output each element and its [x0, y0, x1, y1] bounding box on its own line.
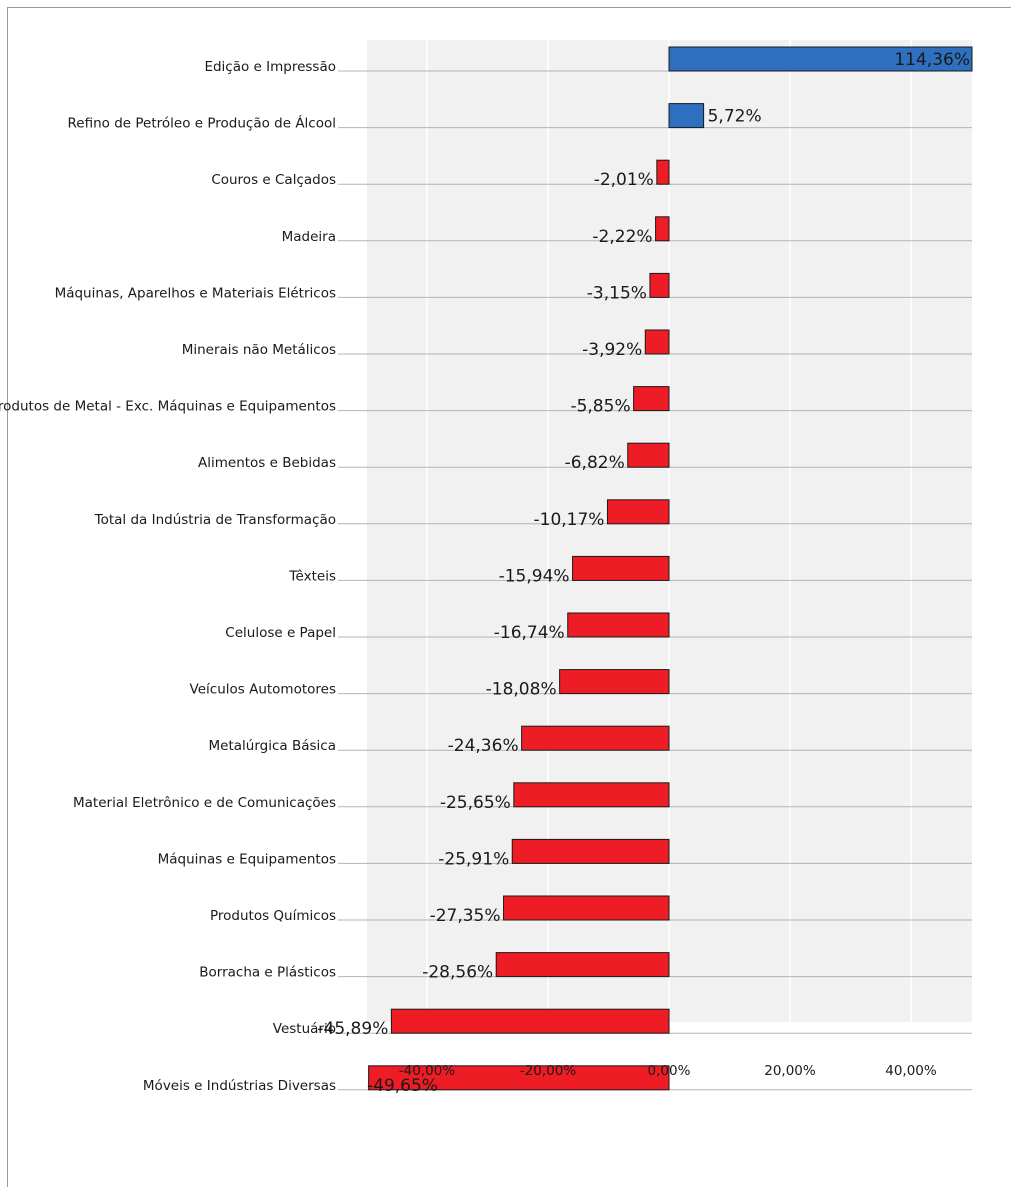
bar [572, 555, 670, 581]
bar [649, 272, 670, 298]
bar [495, 952, 670, 978]
x-tick-label: 20,00% [764, 1063, 816, 1079]
bar [567, 612, 670, 638]
x-tick-label: -40,00% [399, 1063, 456, 1079]
value-label: -2,22% [592, 227, 652, 247]
category-label: Máquinas e Equipamentos [158, 851, 336, 867]
value-label: -16,74% [494, 623, 565, 643]
value-label: -28,56% [422, 963, 493, 983]
bar [644, 329, 670, 355]
value-label: -24,36% [448, 736, 519, 756]
value-label: -25,91% [438, 849, 509, 869]
bar [655, 216, 670, 242]
category-label: Produtos Químicos [210, 908, 336, 924]
category-label: Couros e Calçados [211, 172, 336, 188]
bar [511, 838, 670, 864]
category-label: Máquinas, Aparelhos e Materiais Elétrico… [55, 285, 336, 301]
value-label: -3,92% [582, 340, 642, 360]
bar [606, 499, 670, 525]
bar [390, 1008, 670, 1034]
value-label: -15,94% [499, 566, 570, 586]
category-label: Refino de Petróleo e Produção de Álcool [68, 115, 336, 132]
value-label: 114,36% [894, 50, 970, 70]
value-label: 5,72% [708, 107, 762, 127]
category-label: Edição e Impressão [204, 59, 336, 75]
bar [656, 159, 670, 185]
value-label: -18,08% [486, 680, 557, 700]
bar [513, 782, 670, 808]
category-label: Produtos de Metal - Exc. Máquinas e Equi… [0, 399, 336, 415]
category-label: Metalúrgica Básica [209, 738, 336, 754]
category-label: Material Eletrônico e de Comunicações [73, 795, 336, 811]
bar [668, 103, 705, 129]
category-label: Minerais não Metálicos [182, 342, 336, 358]
bar [633, 386, 670, 412]
value-label: -3,15% [587, 283, 647, 303]
category-label: Vestuário [273, 1021, 336, 1037]
bar [668, 46, 973, 72]
value-label: -2,01% [594, 170, 654, 190]
value-label: -25,65% [440, 793, 511, 813]
category-label: Madeira [282, 229, 336, 245]
category-label: Borracha e Plásticos [199, 965, 336, 981]
category-label: Móveis e Indústrias Diversas [143, 1078, 336, 1094]
category-label: Têxteis [288, 568, 336, 584]
value-label: -45,89% [317, 1019, 388, 1039]
bar [627, 442, 670, 468]
bar [368, 1065, 670, 1091]
value-label: -6,82% [565, 453, 625, 473]
bar [559, 669, 670, 695]
category-label: Total da Indústria de Transformação [94, 512, 336, 528]
category-label: Celulose e Papel [225, 625, 336, 641]
bar [503, 895, 670, 921]
value-label: -5,85% [570, 397, 630, 417]
bar [521, 725, 670, 751]
x-tick-label: 40,00% [885, 1063, 937, 1079]
chart-frame [7, 7, 1011, 1187]
category-label: Alimentos e Bebidas [198, 455, 336, 471]
value-label: -27,35% [430, 906, 501, 926]
value-label: -10,17% [534, 510, 605, 530]
x-tick-label: 0,00% [648, 1063, 691, 1079]
x-tick-label: -20,00% [520, 1063, 577, 1079]
value-label: -49,65% [367, 1076, 438, 1096]
category-label: Veículos Automotores [190, 682, 336, 698]
